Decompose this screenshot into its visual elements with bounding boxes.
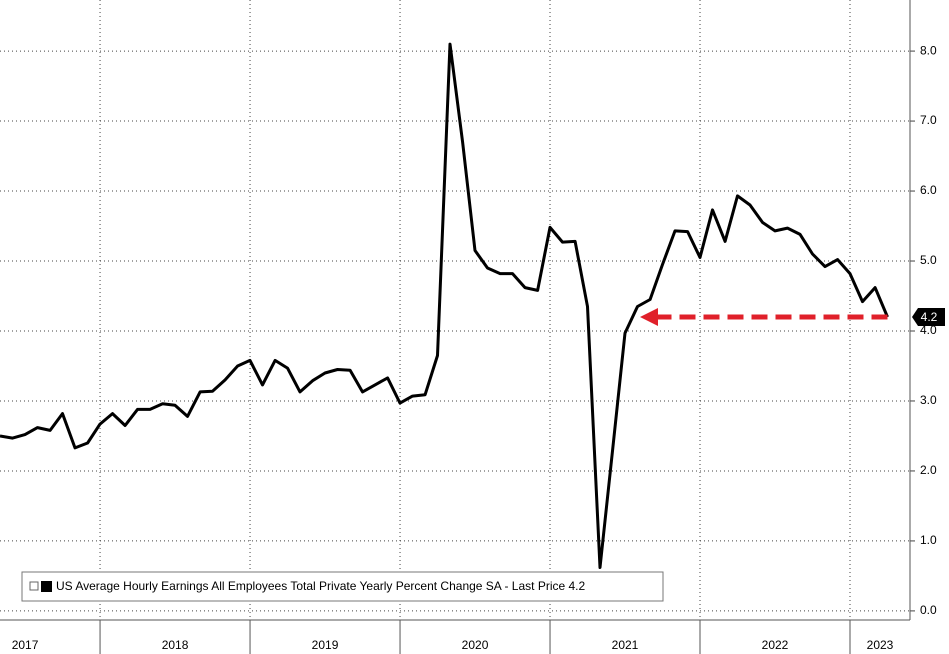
legend-label: US Average Hourly Earnings All Employees… [56, 579, 586, 593]
last-price-label: 4.2 [921, 310, 938, 324]
y-tick-label: 5.0 [920, 253, 937, 267]
x-tick-label: 2018 [162, 638, 189, 652]
y-tick-label: 0.0 [920, 603, 937, 617]
legend-icon-outline [29, 581, 39, 591]
x-tick-label: 2022 [762, 638, 789, 652]
y-tick-label: 4.0 [920, 323, 937, 337]
x-tick-label: 2023 [867, 638, 894, 652]
y-tick-label: 8.0 [920, 43, 937, 57]
line-series [0, 42, 889, 569]
legend-box [21, 571, 664, 602]
y-tick-label: 7.0 [920, 113, 937, 127]
legend-swatch [41, 581, 52, 592]
y-tick-label: 6.0 [920, 183, 937, 197]
arrow-head [640, 307, 659, 326]
y-tick-label: 2.0 [920, 463, 937, 477]
y-tick-label: 3.0 [920, 393, 937, 407]
x-tick-label: 2017 [12, 638, 39, 652]
x-tick-label: 2020 [462, 638, 489, 652]
x-tick-label: 2019 [312, 638, 339, 652]
x-tick-label: 2021 [612, 638, 639, 652]
last-price-tag [912, 307, 945, 326]
y-tick-label: 1.0 [920, 533, 937, 547]
